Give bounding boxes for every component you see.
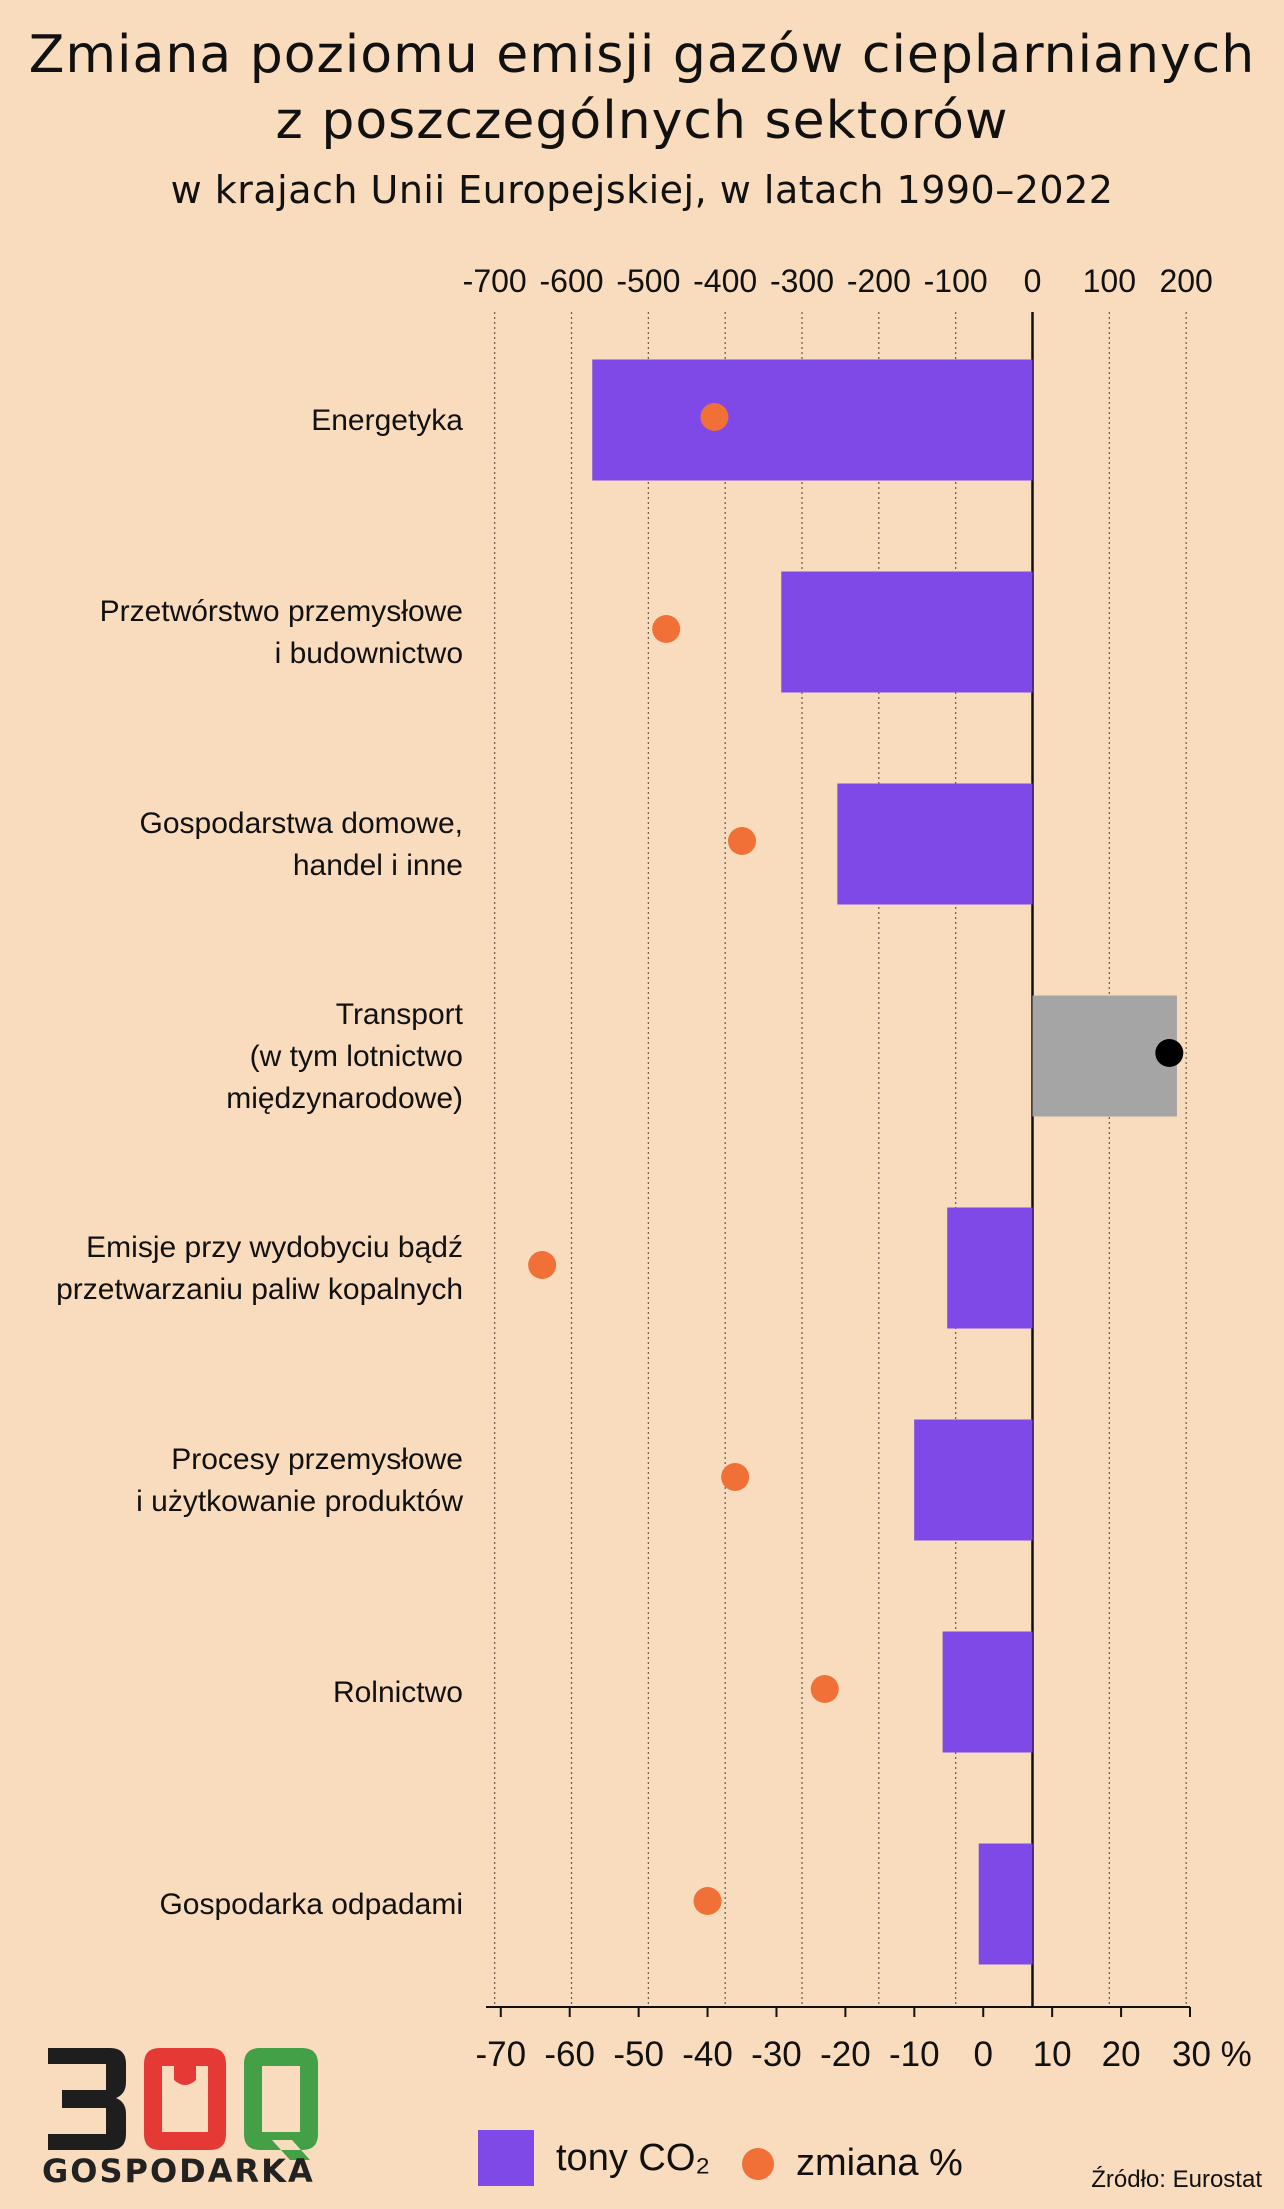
legend-item-bars: tony CO₂ bbox=[478, 2130, 710, 2186]
top-tick-label: 100 bbox=[1083, 263, 1136, 299]
legend-label-dots: zmiana % bbox=[796, 2142, 963, 2184]
logo-word: GOSPODARKA bbox=[42, 2152, 315, 2190]
bars bbox=[592, 359, 1177, 1965]
title-line-1: Zmiana poziomu emisji gazów cieplarniany… bbox=[28, 25, 1256, 85]
logo-0-green-shape bbox=[244, 2048, 318, 2160]
logo-0-red-shape bbox=[144, 2048, 226, 2150]
logo-3-shape bbox=[48, 2048, 126, 2150]
top-tick-label: -600 bbox=[539, 263, 603, 299]
source-note: Źródło: Eurostat bbox=[1091, 2166, 1262, 2193]
bar bbox=[837, 783, 1033, 905]
bar-chart: Energetyka Przetwórstwo przemysłowe i budo… bbox=[56, 263, 1252, 2074]
dot bbox=[700, 403, 729, 431]
logo-digit-0-red bbox=[144, 2048, 226, 2150]
bottom-tick-label: -20 bbox=[820, 2035, 871, 2074]
category-label: międzynarodowe) bbox=[226, 1082, 463, 1115]
dots bbox=[528, 403, 1184, 1915]
gospodarka-logo bbox=[48, 2048, 318, 2160]
dot bbox=[810, 1675, 839, 1703]
dot bbox=[693, 1887, 722, 1915]
top-tick-label: -700 bbox=[463, 263, 527, 299]
category-label: Procesy przemysłowe bbox=[171, 1443, 463, 1476]
bottom-tick-label: 20 bbox=[1102, 2035, 1141, 2074]
dot bbox=[528, 1251, 557, 1279]
logo-digit-3 bbox=[48, 2048, 126, 2150]
top-tick-label: 200 bbox=[1159, 263, 1212, 299]
bottom-tick-label: -70 bbox=[475, 2035, 526, 2074]
chart-subtitle: w krajach Unii Europejskiej, w latach 19… bbox=[170, 168, 1114, 212]
category-label: przetwarzaniu paliw kopalnych bbox=[56, 1273, 463, 1306]
chart-title: Zmiana poziomu emisji gazów cieplarniany… bbox=[0, 22, 1284, 154]
top-tick-label: -100 bbox=[924, 263, 988, 299]
dot bbox=[721, 1463, 750, 1491]
category-label: i budownictwo bbox=[275, 637, 463, 670]
dot bbox=[652, 615, 681, 643]
top-axis: -700 -600 -500 -400 -300 -200 -100 0 100 200 bbox=[463, 263, 1213, 299]
bottom-tick-label: 30 % bbox=[1172, 2035, 1252, 2074]
legend-item-dots: zmiana % bbox=[742, 2142, 963, 2185]
top-tick-label: -400 bbox=[693, 263, 757, 299]
category-label: i użytkowanie produktów bbox=[136, 1485, 463, 1518]
bar bbox=[781, 571, 1033, 693]
category-label: (w tym lotnictwo bbox=[250, 1040, 463, 1073]
dot bbox=[1155, 1039, 1184, 1067]
bottom-tick-label: -60 bbox=[544, 2035, 595, 2074]
top-tick-label: -500 bbox=[616, 263, 680, 299]
top-tick-label: -200 bbox=[847, 263, 911, 299]
bar bbox=[978, 1843, 1033, 1965]
category-label: Emisje przy wydobyciu bądź bbox=[86, 1231, 463, 1264]
category-label: Rolnictwo bbox=[333, 1676, 463, 1709]
bar bbox=[942, 1631, 1033, 1753]
category-labels: Energetyka Przetwórstwo przemysłowe i budo… bbox=[56, 404, 464, 1921]
category-label: Energetyka bbox=[311, 404, 463, 437]
bar bbox=[947, 1207, 1033, 1329]
grid-lines bbox=[494, 312, 1187, 2007]
bottom-tick-label: 0 bbox=[974, 2035, 993, 2074]
category-label: handel i inne bbox=[293, 849, 463, 882]
category-label: Gospodarstwa domowe, bbox=[140, 807, 464, 840]
dot bbox=[728, 827, 757, 855]
bar bbox=[914, 1419, 1033, 1541]
category-label: Gospodarka odpadami bbox=[159, 1888, 463, 1921]
legend-swatch-dot bbox=[742, 2147, 774, 2180]
top-tick-label: -300 bbox=[770, 263, 834, 299]
bottom-tick-label: -50 bbox=[613, 2035, 664, 2074]
title-line-2: z poszczególnych sektorów bbox=[275, 91, 1009, 151]
bottom-tick-label: -10 bbox=[889, 2035, 940, 2074]
category-label: Przetwórstwo przemysłowe bbox=[100, 595, 463, 628]
bottom-tick-label: -30 bbox=[751, 2035, 802, 2074]
legend-swatch-bar bbox=[478, 2130, 534, 2186]
top-tick-label: 0 bbox=[1024, 263, 1042, 299]
logo-digit-0-green bbox=[244, 2048, 318, 2160]
category-label: Transport bbox=[336, 998, 464, 1031]
bar bbox=[592, 359, 1033, 481]
legend-label-bars: tony CO₂ bbox=[556, 2136, 711, 2179]
bottom-tick-label: -40 bbox=[682, 2035, 733, 2074]
bottom-tick-label: 10 bbox=[1033, 2035, 1072, 2074]
bottom-axis: -70 -60 -50 -40 -30 -20 -10 0 10 20 30 % bbox=[475, 2006, 1252, 2074]
bar bbox=[1032, 995, 1177, 1117]
